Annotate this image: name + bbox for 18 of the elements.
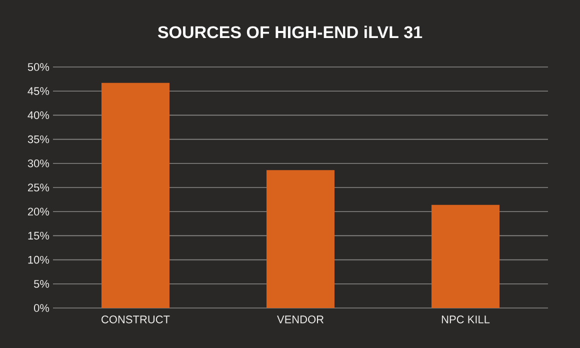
bar (432, 204, 500, 308)
y-tick-label: 45% (28, 87, 50, 95)
y-tick-label: 15% (28, 232, 50, 240)
y-tick-label: 40% (28, 111, 50, 120)
y-tick-label: 35% (28, 135, 50, 144)
bar (102, 82, 170, 308)
y-tick-label: 25% (28, 184, 50, 192)
chart-title: SOURCES OF HIGH-END iLVL 31 (158, 26, 422, 38)
y-tick-label: 10% (28, 256, 50, 264)
y-tick-label: 0% (34, 304, 50, 312)
bar (266, 170, 335, 308)
x-tick-label: CONSTRUCT (102, 316, 170, 324)
y-tick-label: 20% (28, 208, 50, 216)
x-tick-label: VENDOR (277, 316, 324, 324)
x-tick-label: NPC KILL (442, 316, 490, 324)
y-tick-label: 30% (28, 160, 50, 168)
y-tick-label: 50% (28, 63, 50, 71)
y-tick-label: 5% (34, 280, 50, 288)
